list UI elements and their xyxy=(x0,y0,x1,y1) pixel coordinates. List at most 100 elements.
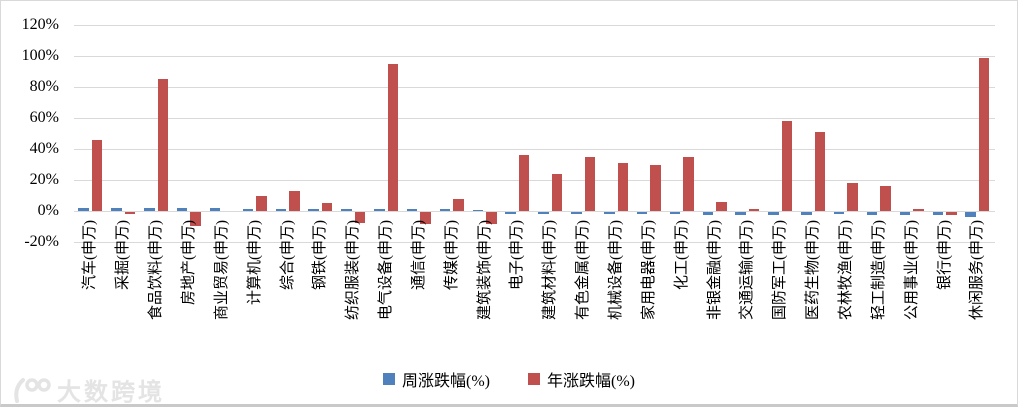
x-axis-category-label: 商业贸易(申万) xyxy=(213,220,230,320)
bar-yearly-change xyxy=(584,156,596,211)
bar-weekly-change xyxy=(932,212,944,216)
x-axis-category-label: 综合(申万) xyxy=(279,220,296,290)
y-axis-tick-label: 40% xyxy=(29,140,59,157)
bar-yearly-change xyxy=(946,212,957,216)
bar-weekly-change xyxy=(176,207,188,211)
gridline xyxy=(74,118,995,119)
bar-yearly-change xyxy=(387,63,399,211)
bar-weekly-change xyxy=(571,212,582,214)
x-axis-category-label: 家用电器(申万) xyxy=(640,220,657,320)
x-axis-category-label: 化工(申万) xyxy=(673,220,690,290)
bar-weekly-change xyxy=(111,207,122,211)
bar-yearly-change xyxy=(978,57,990,211)
x-axis-category-label: 农林牧渔(申万) xyxy=(837,220,854,320)
x-axis-category-label: 计算机(申万) xyxy=(246,220,263,305)
bar-yearly-change xyxy=(551,173,563,211)
x-axis-category-label: 公用事业(申万) xyxy=(903,220,920,320)
x-axis-category-label: 食品饮料(申万) xyxy=(148,220,165,320)
bar-yearly-change xyxy=(650,164,661,211)
x-axis-category-label: 纺织服装(申万) xyxy=(345,220,362,320)
bar-yearly-change xyxy=(289,190,300,211)
x-axis-category-label: 电子(申万) xyxy=(509,220,526,290)
bar-yearly-change xyxy=(781,121,793,211)
bar-weekly-change xyxy=(308,209,319,211)
x-axis-category-label: 国防军工(申万) xyxy=(772,220,789,320)
bar-yearly-change xyxy=(354,212,366,223)
gridline xyxy=(74,25,995,26)
x-axis-category-label: 电气设备(申万) xyxy=(378,220,395,320)
bar-yearly-change xyxy=(880,186,891,211)
y-axis-tick-label: 80% xyxy=(29,78,59,95)
x-axis-category-label: 休闲服务(申万) xyxy=(969,220,986,320)
bar-yearly-change xyxy=(420,212,431,225)
gridline xyxy=(74,87,995,88)
bar-weekly-change xyxy=(735,212,746,216)
bar-weekly-change xyxy=(341,209,352,211)
bar-weekly-change xyxy=(669,212,681,215)
bar-yearly-change xyxy=(91,139,103,211)
x-axis-category-label: 有色金属(申万) xyxy=(575,220,592,320)
bar-yearly-change xyxy=(256,195,267,211)
bar-weekly-change xyxy=(209,207,221,211)
legend: 周涨跌幅(%) 年涨跌幅(%) xyxy=(1,367,1017,391)
bar-yearly-change xyxy=(190,212,201,226)
x-axis-category-label: 交通运输(申万) xyxy=(739,220,756,320)
bar-yearly-change xyxy=(683,156,694,211)
bar-weekly-change xyxy=(866,212,878,216)
y-axis-tick-label: 0% xyxy=(37,202,59,219)
bar-yearly-change xyxy=(617,162,629,211)
bar-weekly-change xyxy=(439,209,451,211)
y-axis-tick-label: 20% xyxy=(29,171,59,188)
y-axis-tick-label: 100% xyxy=(21,47,59,64)
bar-yearly-change xyxy=(748,209,760,211)
gridline xyxy=(74,242,995,243)
bar-weekly-change xyxy=(801,212,812,216)
legend-swatch-icon xyxy=(528,373,540,385)
bar-weekly-change xyxy=(538,212,549,214)
legend-item: 年涨跌幅(%) xyxy=(528,367,635,391)
y-axis-tick-label: 60% xyxy=(29,109,59,126)
bar-yearly-change xyxy=(453,198,464,211)
x-axis-category-label: 通信(申万) xyxy=(410,220,427,290)
x-axis-category-label: 非银金融(申万) xyxy=(706,220,723,320)
bar-weekly-change xyxy=(636,212,648,214)
x-axis-category-label: 医药生物(申万) xyxy=(805,220,822,320)
bar-weekly-change xyxy=(275,209,287,211)
bar-weekly-change xyxy=(472,210,484,211)
watermark-text: 大数跨境 xyxy=(57,380,165,406)
x-axis-category-label: 建筑材料(申万) xyxy=(542,220,559,320)
bar-weekly-change xyxy=(965,212,976,217)
bar-weekly-change xyxy=(833,212,845,215)
bar-weekly-change xyxy=(144,207,155,211)
bar-yearly-change xyxy=(157,79,169,211)
gridline xyxy=(74,149,995,150)
bar-yearly-change xyxy=(847,183,858,211)
x-axis-category-label: 汽车(申万) xyxy=(82,220,99,290)
x-axis-category-label: 银行(申万) xyxy=(936,220,953,290)
x-axis-category-label: 钢铁(申万) xyxy=(312,220,329,290)
watermark: 大数跨境 xyxy=(9,372,165,406)
gridline xyxy=(74,56,995,57)
x-axis-category-label: 机械设备(申万) xyxy=(608,220,625,320)
bar-weekly-change xyxy=(604,212,615,214)
bar-weekly-change xyxy=(242,209,254,211)
bar-yearly-change xyxy=(814,131,826,211)
bar-yearly-change xyxy=(716,201,727,211)
bar-yearly-change xyxy=(486,212,497,225)
bar-weekly-change xyxy=(702,212,714,216)
y-axis-tick-label: 120% xyxy=(21,16,59,33)
x-axis-category-label: 房地产(申万) xyxy=(180,220,197,305)
bar-weekly-change xyxy=(505,212,516,214)
bar-weekly-change xyxy=(768,212,779,216)
bar-yearly-change xyxy=(321,203,333,211)
legend-swatch-icon xyxy=(383,373,395,385)
bar-weekly-change xyxy=(899,212,911,216)
bar-weekly-change xyxy=(78,207,89,211)
y-axis-tick-label: -20% xyxy=(24,233,59,250)
x-axis-category-label: 轻工制造(申万) xyxy=(870,220,887,320)
gridline xyxy=(74,180,995,181)
bar-yearly-change xyxy=(913,209,924,211)
bar-weekly-change xyxy=(374,209,385,211)
watermark-logo xyxy=(14,377,51,403)
